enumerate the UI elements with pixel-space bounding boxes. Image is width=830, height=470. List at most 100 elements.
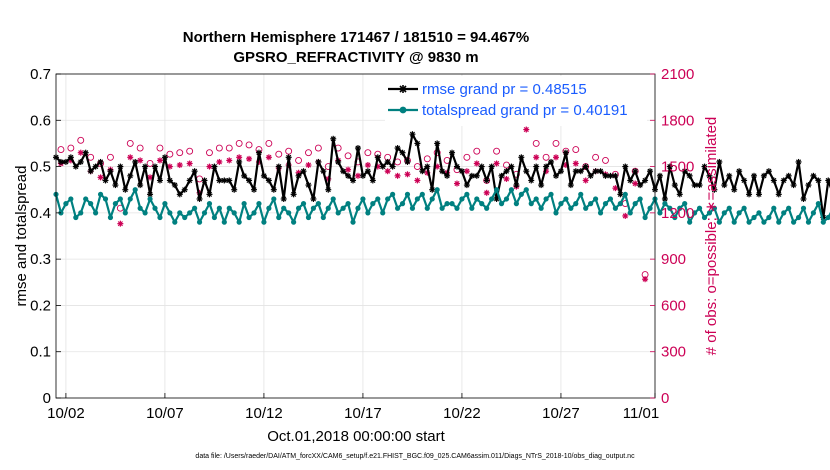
spread-point bbox=[662, 201, 668, 207]
spread-point bbox=[196, 219, 203, 225]
spread-point bbox=[394, 205, 401, 211]
rmse-point bbox=[77, 158, 84, 165]
spread-point bbox=[781, 210, 787, 216]
spread-point bbox=[305, 214, 312, 221]
y-axis-label-right: # of obs: o=possible; ∗=assimilated bbox=[703, 117, 720, 356]
obs-assimilated-point bbox=[166, 163, 173, 170]
spread-point bbox=[820, 219, 826, 225]
spread-point bbox=[226, 205, 232, 211]
spread-point bbox=[107, 214, 114, 221]
spread-point bbox=[286, 210, 292, 216]
rmse-point bbox=[102, 177, 109, 184]
obs-possible-point bbox=[235, 139, 243, 147]
rmse-point bbox=[627, 177, 634, 184]
spread-point bbox=[112, 201, 119, 207]
spread-point bbox=[751, 214, 757, 221]
spread-point bbox=[325, 205, 331, 211]
rmse-point bbox=[359, 172, 366, 179]
rmse-point bbox=[765, 168, 772, 175]
rmse-point bbox=[597, 168, 604, 175]
obs-assimilated-point bbox=[364, 162, 371, 169]
obs-assimilated-point bbox=[552, 154, 559, 161]
series-line bbox=[55, 133, 830, 219]
rmse-point bbox=[751, 172, 758, 179]
rmse-point bbox=[67, 154, 74, 161]
spread-point bbox=[533, 196, 539, 202]
rmse-point bbox=[300, 168, 307, 175]
obs-assimilated-point bbox=[345, 166, 352, 173]
rmse-point bbox=[439, 168, 446, 175]
spread-point bbox=[484, 205, 490, 211]
spread-point bbox=[508, 187, 515, 193]
rmse-point bbox=[493, 195, 500, 202]
spread-point bbox=[63, 201, 69, 207]
obs-assimilated-point bbox=[354, 172, 361, 179]
rmse-point bbox=[216, 177, 223, 184]
spread-point bbox=[528, 201, 534, 207]
obs-possible-point bbox=[314, 144, 322, 152]
obs-assimilated-point bbox=[77, 149, 84, 156]
obs-possible-point bbox=[107, 153, 114, 161]
spread-point bbox=[637, 196, 643, 202]
obs-assimilated-point bbox=[127, 154, 134, 161]
spread-point bbox=[682, 201, 688, 207]
spread-point bbox=[583, 205, 589, 211]
spread-point bbox=[340, 205, 346, 211]
legend-marker-totalspread bbox=[399, 106, 407, 114]
spread-point bbox=[513, 201, 519, 207]
rmse-point bbox=[389, 163, 396, 170]
rmse-point bbox=[661, 195, 668, 202]
rmse-point bbox=[671, 182, 678, 189]
chart-title: Northern Hemisphere 171467 / 181510 = 94… bbox=[183, 29, 529, 46]
axes-box bbox=[55, 73, 656, 399]
spread-point bbox=[345, 201, 351, 207]
rmse-point bbox=[483, 177, 490, 184]
rmse-point bbox=[637, 182, 644, 189]
spread-point bbox=[756, 210, 762, 216]
spread-point bbox=[578, 191, 584, 197]
obs-possible-point bbox=[532, 139, 540, 147]
rmse-point bbox=[236, 158, 243, 165]
rmse-point bbox=[127, 172, 134, 179]
spread-point bbox=[701, 214, 708, 221]
spread-point bbox=[231, 210, 237, 216]
spread-point bbox=[414, 196, 420, 202]
obs-assimilated-point bbox=[642, 276, 649, 283]
y-tick-label-right: 1200 bbox=[661, 205, 694, 222]
spread-point bbox=[236, 219, 242, 225]
spread-point bbox=[592, 196, 599, 202]
obs-possible-point bbox=[176, 149, 184, 157]
rmse-point bbox=[577, 168, 584, 175]
obs-possible-point bbox=[265, 139, 273, 147]
spread-point bbox=[632, 201, 638, 207]
spread-point bbox=[365, 210, 371, 216]
spread-point bbox=[93, 210, 99, 216]
series-totalspread bbox=[53, 187, 830, 225]
spread-point bbox=[97, 191, 104, 197]
y-tick-label-left: 0.5 bbox=[30, 159, 51, 176]
rmse-point bbox=[453, 163, 460, 170]
rmse-point bbox=[498, 172, 505, 179]
y-tick-label-left: 0.4 bbox=[30, 205, 51, 222]
spread-point bbox=[479, 201, 485, 207]
obs-assimilated-point bbox=[533, 154, 540, 161]
y-tick-label-left: 0.7 bbox=[30, 66, 51, 83]
rmse-point bbox=[503, 168, 510, 175]
obs-possible-point bbox=[245, 141, 253, 149]
obs-assimilated-point bbox=[265, 154, 272, 161]
obs-possible-point bbox=[592, 153, 600, 161]
y-tick-label-left: 0.1 bbox=[30, 344, 51, 361]
spread-point bbox=[246, 214, 252, 221]
rmse-point bbox=[82, 149, 89, 156]
obs-assimilated-point bbox=[176, 162, 183, 169]
rmse-point bbox=[171, 182, 178, 189]
spread-point bbox=[167, 210, 173, 216]
rmse-point bbox=[478, 163, 485, 170]
rmse-point bbox=[805, 182, 812, 189]
spread-point bbox=[375, 196, 381, 202]
rmse-point bbox=[696, 182, 703, 189]
spread-point bbox=[434, 187, 440, 193]
spread-point bbox=[182, 214, 188, 221]
rmse-point bbox=[508, 163, 515, 170]
rmse-point bbox=[701, 163, 708, 170]
